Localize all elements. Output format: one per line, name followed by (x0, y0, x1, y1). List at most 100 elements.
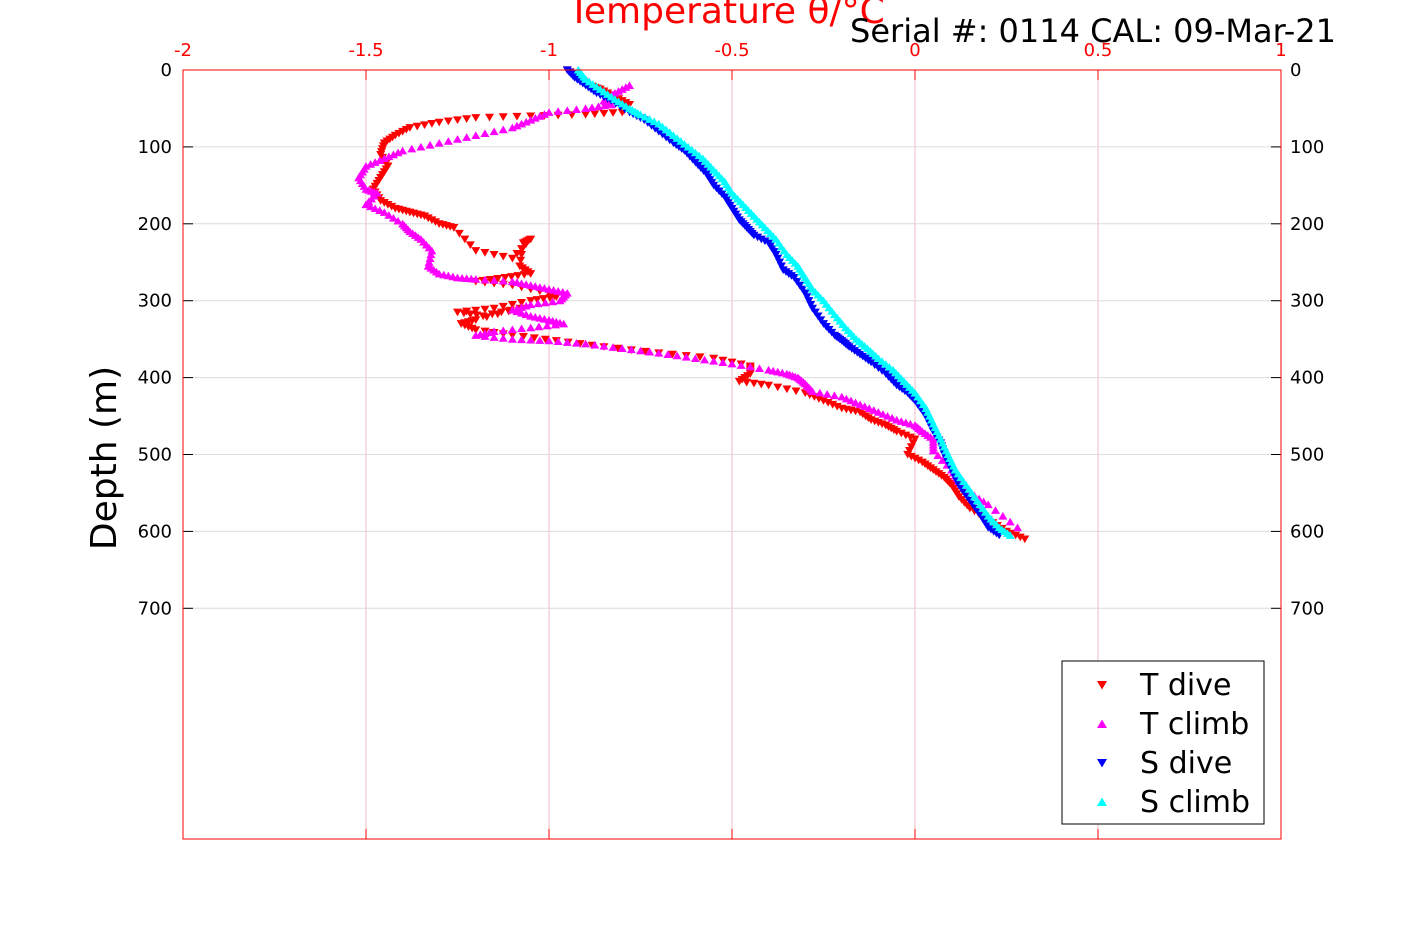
point-t-climb (517, 119, 527, 128)
data-points (354, 65, 1030, 544)
point-s-dive (795, 281, 805, 290)
y-tick-label: 0 (161, 60, 172, 81)
point-t-dive (782, 385, 792, 394)
point-t-climb (535, 112, 545, 120)
point-s-climb (649, 117, 659, 126)
point-t-dive (498, 252, 508, 261)
point-t-climb (841, 394, 851, 403)
point-t-climb (590, 340, 600, 349)
point-t-climb (530, 114, 540, 122)
point-t-climb (517, 335, 527, 344)
point-t-dive (814, 395, 824, 403)
point-t-climb (498, 125, 508, 134)
point-t-climb (617, 344, 627, 352)
point-t-climb (526, 335, 536, 344)
point-t-climb (887, 413, 897, 422)
point-t-dive (828, 400, 838, 409)
point-t-dive (394, 129, 404, 138)
point-t-climb (718, 358, 728, 367)
point-t-climb (375, 156, 385, 164)
x-tick-label: 1 (1275, 40, 1286, 61)
point-t-climb (535, 336, 545, 344)
point-t-dive (529, 334, 539, 343)
point-t-dive (903, 450, 913, 459)
point-t-dive (405, 124, 415, 132)
point-t-dive (1020, 535, 1030, 544)
point-t-dive (695, 353, 705, 362)
point-t-climb (690, 354, 700, 362)
point-t-climb (521, 117, 531, 126)
point-t-climb (626, 345, 636, 354)
x-tick-label: 0.5 (1084, 40, 1113, 61)
legend-label: T climb (1139, 707, 1249, 742)
y-tick-label: 700 (138, 598, 172, 619)
point-t-dive (401, 125, 411, 134)
point-t-dive (459, 309, 469, 318)
point-t-dive (896, 429, 906, 438)
point-s-dive (749, 231, 759, 240)
point-t-climb (808, 387, 818, 396)
y-tick-label: 100 (138, 137, 172, 158)
point-t-dive (496, 308, 506, 317)
point-t-climb (873, 408, 883, 416)
point-t-climb (754, 364, 764, 372)
point-s-climb (636, 110, 645, 119)
point-t-climb (544, 336, 554, 345)
point-t-climb (837, 392, 847, 401)
point-t-dive (485, 275, 495, 284)
point-s-dive (773, 254, 783, 263)
point-t-climb (498, 334, 508, 342)
point-t-climb (548, 297, 558, 306)
point-t-climb (745, 362, 755, 371)
point-t-climb (581, 104, 591, 113)
point-t-climb (663, 350, 673, 358)
point-t-dive (379, 199, 389, 207)
point-t-dive (427, 120, 437, 128)
point-t-climb (471, 131, 481, 139)
point-s-dive (804, 297, 814, 305)
point-t-dive (773, 383, 783, 392)
y-tick-label-right: 100 (1290, 137, 1324, 158)
point-t-dive (454, 229, 464, 238)
point-t-dive (431, 218, 441, 226)
point-t-climb (407, 144, 417, 153)
point-t-climb (727, 359, 737, 368)
point-t-climb (860, 402, 870, 411)
point-t-climb (571, 105, 581, 114)
point-t-dive (906, 452, 916, 461)
point-t-climb (672, 351, 682, 360)
chart-title: Temperature θ/°C (567, 0, 885, 32)
point-t-dive (480, 249, 490, 257)
point-t-climb (562, 338, 572, 346)
point-t-dive (540, 335, 550, 344)
point-t-dive (498, 113, 508, 121)
point-t-dive (443, 117, 453, 126)
y-tick-label: 500 (138, 445, 172, 466)
point-t-climb (559, 319, 569, 328)
point-t-dive (383, 200, 393, 209)
point-s-dive (816, 316, 826, 324)
legend: T dive T climb S dive S climb (1061, 660, 1265, 825)
point-t-dive (427, 216, 437, 225)
point-t-climb (366, 160, 376, 168)
point-t-dive (905, 447, 915, 455)
point-s-dive (756, 235, 766, 244)
point-t-climb (471, 331, 481, 339)
point-t-dive (420, 121, 430, 130)
point-t-dive (507, 254, 517, 263)
point-t-climb (434, 139, 444, 147)
point-t-dive (449, 224, 459, 232)
x-tick-label: -1.5 (348, 40, 383, 61)
point-t-dive (539, 295, 549, 303)
point-t-dive (905, 433, 915, 442)
point-t-climb (517, 324, 527, 333)
y-tick-label-right: 0 (1290, 60, 1301, 81)
point-s-dive (775, 258, 785, 267)
point-t-climb (1005, 517, 1015, 526)
point-t-dive (791, 387, 801, 396)
point-t-climb (507, 123, 517, 132)
point-t-climb (599, 342, 609, 350)
point-t-climb (370, 204, 380, 213)
point-t-dive (908, 439, 918, 448)
point-t-climb (540, 298, 550, 307)
